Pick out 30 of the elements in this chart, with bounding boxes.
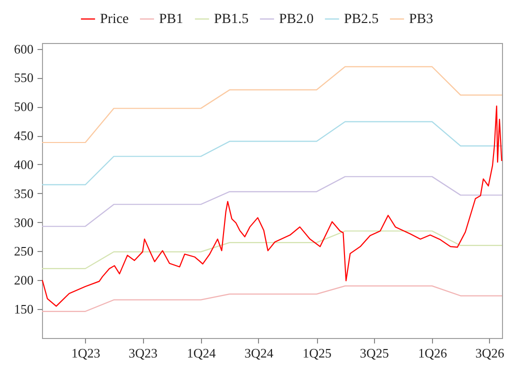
x-tick-label: 3Q23 [128, 346, 158, 360]
y-tick-label: 500 [14, 99, 34, 114]
x-tick-label: 1Q25 [302, 346, 332, 360]
legend-label: PB2.0 [279, 12, 314, 27]
x-tick-label: 1Q26 [418, 346, 448, 360]
y-tick-label: 200 [14, 272, 34, 288]
x-tick-label: 1Q24 [186, 346, 216, 360]
y-tick-label: 300 [14, 214, 34, 230]
legend-label: Price [100, 12, 129, 27]
y-tick-label: 600 [14, 41, 34, 56]
y-tick-label: 150 [14, 302, 34, 317]
legend-label: PB3 [409, 12, 434, 27]
line-series [41, 66, 503, 144]
y-tick-label: 350 [14, 186, 34, 201]
legend-label: PB1.5 [214, 12, 249, 27]
line-series [41, 176, 503, 227]
x-tick-label: 3Q24 [244, 346, 274, 360]
x-tick-label: 3Q25 [360, 346, 389, 360]
x-tick-label: 3Q26 [475, 346, 505, 360]
line-series [41, 285, 503, 312]
x-tick-label: 1Q23 [71, 346, 100, 360]
y-tick-label: 400 [14, 156, 34, 172]
y-tick-label: 550 [14, 70, 34, 86]
legend-label: PB2.5 [344, 12, 379, 27]
line-series [41, 230, 503, 270]
line-series [41, 121, 503, 186]
legend-label: PB1 [159, 12, 184, 27]
y-tick-label: 450 [14, 128, 34, 144]
line-series [42, 106, 502, 307]
y-tick-label: 250 [14, 244, 34, 259]
